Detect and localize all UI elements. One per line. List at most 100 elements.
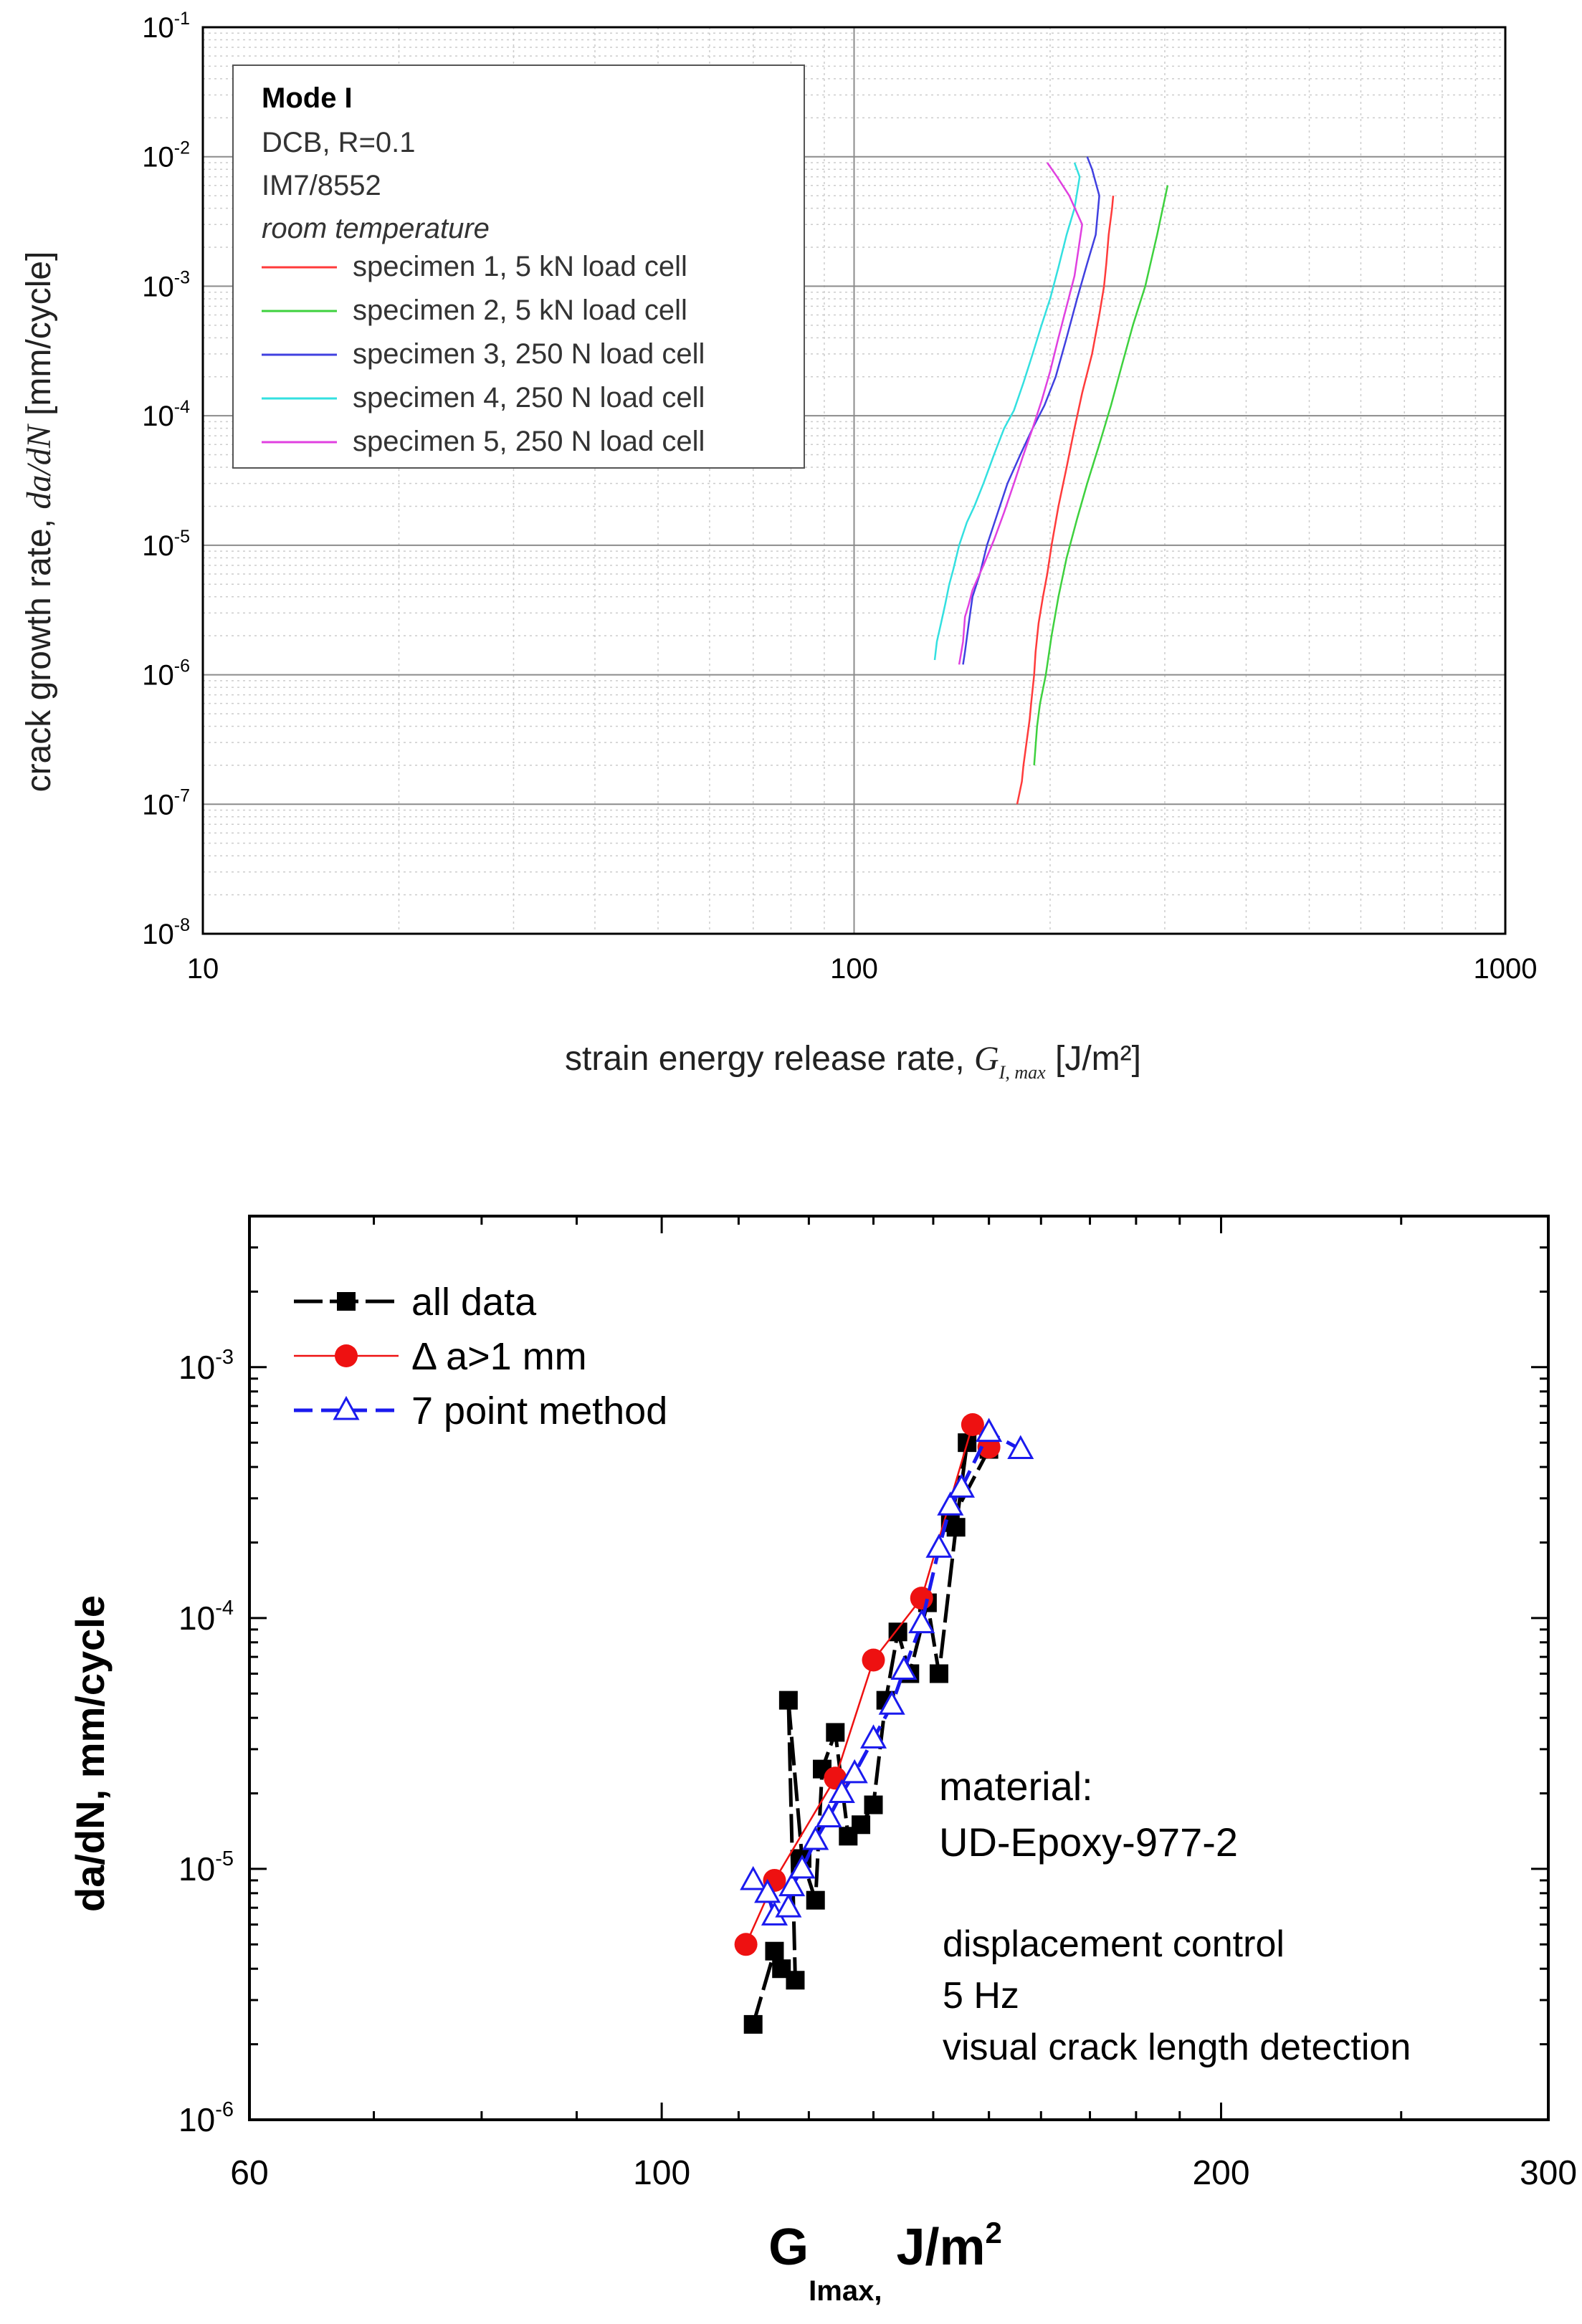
c1-y-tick-label-exponent: -4	[174, 397, 190, 417]
c2-y-tick-label-exponent: -5	[215, 1847, 234, 1870]
c2-material-label: material:	[939, 1764, 1093, 1809]
c1-x-tick-label: 100	[830, 953, 878, 985]
c1-y-tick-label: 10-4	[142, 397, 190, 432]
c2-axis-ticks	[248, 1215, 1550, 2121]
c2-x-axis-title-subscript: Imax,	[809, 2275, 882, 2307]
c2-x-axis-title: GImax, J/m2	[768, 2216, 1002, 2307]
c2-condition-frequency: 5 Hz	[943, 1975, 1019, 2017]
c2-point-3	[948, 1473, 975, 1498]
c1-y-tick-label-exponent: -1	[174, 9, 190, 29]
c1-y-tick-label-base: 10	[142, 919, 174, 950]
c2-y-tick-label: 10-3	[178, 1346, 234, 1386]
c1-y-tick-label-exponent: -3	[174, 267, 190, 287]
c2-point-1	[888, 1622, 907, 1642]
c2-x-tick-labels: 60 100 200 300	[230, 2154, 1577, 2192]
c2-y-axis-title: da/dN, mm/cycle	[67, 1595, 113, 1912]
c1-legend-line-test: DCB, R=0.1	[262, 127, 416, 158]
c1-y-axis-title-prefix: crack growth rate,	[20, 510, 58, 793]
c1-legend-label-1: specimen 1, 5 kN load cell	[353, 251, 687, 282]
c2-point-1	[743, 2014, 763, 2034]
c2-point-3	[908, 1609, 935, 1634]
c2-x-axis-title-symbol: G	[768, 2219, 809, 2276]
c1-x-tick-label: 1000	[1474, 953, 1538, 985]
c2-y-tick-label: 10-6	[178, 2098, 234, 2138]
c1-y-tick-label-base: 10	[142, 789, 174, 821]
c2-point-3	[841, 1759, 868, 1784]
c1-legend-entries: specimen 1, 5 kN load cell specimen 2, 5 …	[262, 251, 705, 457]
c1-y-tick-labels: 10-810-710-610-510-410-310-210-1	[142, 9, 190, 950]
c2-material-name: UD-Epoxy-977-2	[939, 1819, 1238, 1865]
c1-x-axis-title-prefix: strain energy release rate,	[565, 1040, 974, 1078]
c1-y-tick-label-base: 10	[142, 530, 174, 562]
c1-y-tick-label: 10-8	[142, 915, 190, 950]
c2-y-tick-label: 10-4	[178, 1597, 234, 1637]
c1-series-line-2	[1033, 185, 1169, 765]
c2-point-3	[802, 1825, 829, 1850]
c1-y-tick-label-exponent: -5	[174, 527, 190, 547]
c1-y-tick-label-base: 10	[142, 12, 174, 44]
c2-point-3	[828, 1779, 855, 1804]
c1-y-tick-label: 10-1	[142, 9, 190, 44]
c2-series-3	[740, 1417, 1034, 1926]
c1-legend-line-temperature: room temperature	[262, 213, 490, 244]
c2-point-1	[786, 1971, 805, 1990]
c2-y-tick-label-base: 10	[178, 1599, 215, 1637]
c2-point-3	[740, 1865, 767, 1890]
c1-y-tick-label-base: 10	[142, 271, 174, 302]
c1-legend: Mode I DCB, R=0.1 IM7/8552 room temperat…	[232, 64, 805, 469]
c2-point-1	[765, 1941, 784, 1961]
c1-x-axis-title-subscript: I, max	[999, 1062, 1046, 1083]
c2-point-1	[864, 1795, 883, 1814]
c1-legend-line-material: IM7/8552	[262, 170, 381, 201]
c2-point-1	[852, 1815, 871, 1835]
c2-legend-label-2: Δ a>1 mm	[411, 1335, 587, 1378]
c1-plot-frame	[201, 26, 1507, 935]
c1-grid-minor	[203, 27, 1505, 934]
c2-y-tick-label-base: 10	[178, 1349, 215, 1386]
c1-y-tick-label-base: 10	[142, 142, 174, 173]
c1-y-tick-label-exponent: -7	[174, 785, 190, 805]
c1-series-line-5	[958, 162, 1083, 665]
c1-y-tick-label-exponent: -8	[174, 915, 190, 935]
c1-series-line-4	[933, 162, 1081, 661]
c2-x-tick-label: 100	[633, 2154, 690, 2192]
c2-legend: all data Δ a>1 mm 7 point method	[294, 1281, 667, 1433]
c1-y-tick-label-exponent: -2	[174, 138, 190, 158]
c2-annotations: material: UD-Epoxy-977-2 displacement co…	[939, 1764, 1411, 2068]
c2-y-tick-label-exponent: -3	[215, 1346, 234, 1369]
c1-x-axis-title-symbol: G	[974, 1040, 999, 1078]
c1-y-tick-label: 10-2	[142, 138, 190, 173]
c2-condition-control: displacement control	[943, 1923, 1285, 1965]
c2-point-3	[859, 1724, 887, 1749]
c2-point-3	[890, 1655, 918, 1680]
c1-y-tick-label-exponent: -6	[174, 656, 190, 676]
chart-mode-i-dcb: 10 100 1000 10-810-710-610-510-410-310-210…	[20, 9, 1537, 1083]
c2-point-3	[775, 1893, 802, 1918]
c1-legend-label-3: specimen 3, 250 N load cell	[353, 338, 705, 370]
c2-legend-label-3: 7 point method	[411, 1390, 667, 1433]
c2-x-tick-label: 200	[1192, 2154, 1249, 2192]
c1-legend-label-5: specimen 5, 250 N load cell	[353, 426, 705, 457]
c1-y-axis-title-unit: [mm/cycle]	[20, 252, 58, 426]
c1-y-tick-label-base: 10	[142, 660, 174, 692]
c1-y-tick-label: 10-6	[142, 656, 190, 692]
c2-point-1	[929, 1664, 948, 1683]
c1-y-axis-title: crack growth rate, da/dN [mm/cycle]	[20, 252, 58, 793]
c2-point-2	[734, 1933, 758, 1956]
c2-y-tick-label-exponent: -6	[215, 2098, 234, 2121]
c2-point-2	[862, 1648, 885, 1672]
c1-legend-title: Mode I	[262, 82, 353, 114]
c2-point-2	[961, 1412, 984, 1436]
c1-y-tick-label: 10-5	[142, 527, 190, 562]
c2-y-tick-label-exponent: -4	[215, 1597, 234, 1620]
c2-y-tick-label: 10-5	[178, 1847, 234, 1888]
c2-plot-frame	[248, 1215, 1550, 2121]
c2-y-tick-label-base: 10	[178, 2101, 215, 2138]
c1-legend-label-4: specimen 4, 250 N load cell	[353, 382, 705, 413]
c1-y-tick-label: 10-3	[142, 267, 190, 302]
c1-x-axis-title-unit: [J/m²]	[1046, 1040, 1141, 1078]
c2-x-axis-title-exponent: 2	[986, 2216, 1002, 2249]
c2-condition-detection: visual crack length detection	[943, 2027, 1411, 2068]
c2-legend-label-1: all data	[411, 1281, 537, 1324]
